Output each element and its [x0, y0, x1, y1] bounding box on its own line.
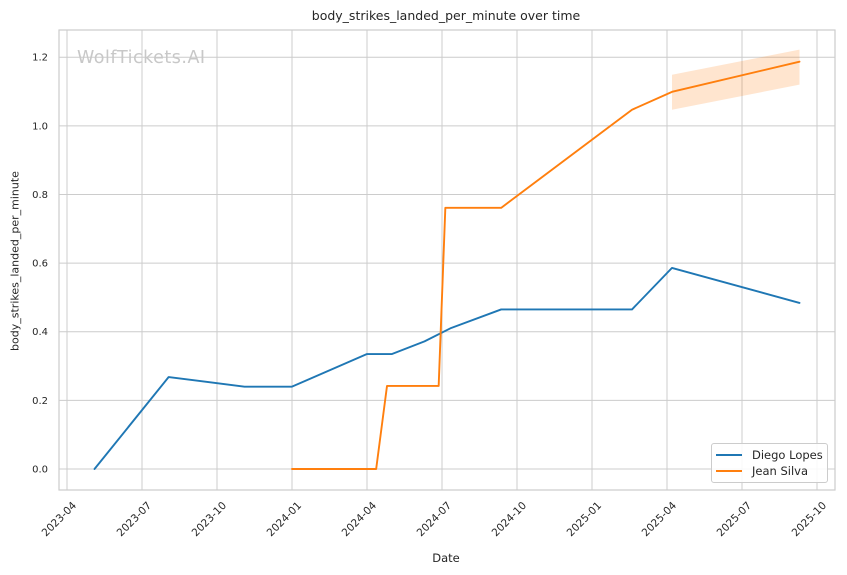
x-tick-label: 2024-07 — [415, 500, 455, 540]
y-tick-label: 0.0 — [32, 465, 48, 476]
y-tick-label: 1.2 — [32, 53, 48, 64]
y-axis-label: body_strikes_landed_per_minute — [8, 171, 22, 351]
x-tick-label: 2025-07 — [715, 500, 755, 540]
x-tick-label: 2025-01 — [565, 500, 605, 540]
x-tick-label: 2025-04 — [640, 499, 680, 539]
x-axis-label: Date — [432, 551, 460, 565]
y-tick-label: 0.6 — [32, 259, 48, 270]
x-tick-label: 2023-07 — [115, 500, 155, 540]
chart-title: body_strikes_landed_per_minute over time — [311, 8, 581, 23]
watermark: WolfTickets.AI — [77, 48, 206, 68]
x-tick-label: 2024-10 — [490, 500, 530, 540]
y-tick-label: 0.8 — [32, 190, 48, 201]
x-tick-label: 2025-10 — [790, 500, 830, 540]
legend-label-jean-silva: Jean Silva — [752, 464, 809, 478]
y-tick-label: 0.4 — [32, 327, 48, 338]
legend: Diego Lopes Jean Silva — [711, 443, 828, 483]
x-tick-label: 2023-04 — [40, 499, 80, 539]
y-tick-label: 0.2 — [32, 396, 48, 407]
series-line-jean-silva — [291, 60, 801, 470]
axes-frame — [58, 29, 836, 491]
x-tick-label: 2024-01 — [265, 500, 305, 540]
legend-line-swatch-jean-silva — [716, 469, 742, 473]
legend-label-diego-lopes: Diego Lopes — [752, 448, 823, 462]
x-tick-label: 2023-10 — [190, 500, 230, 540]
series-line-diego-lopes — [93, 266, 801, 470]
legend-item-diego-lopes: Diego Lopes — [716, 447, 823, 463]
legend-line-swatch-diego-lopes — [716, 453, 742, 457]
y-tick-label: 1.0 — [32, 121, 48, 132]
legend-item-jean-silva: Jean Silva — [716, 463, 819, 479]
confidence-band-jean-silva — [672, 49, 800, 110]
x-tick-label: 2024-04 — [340, 499, 380, 539]
